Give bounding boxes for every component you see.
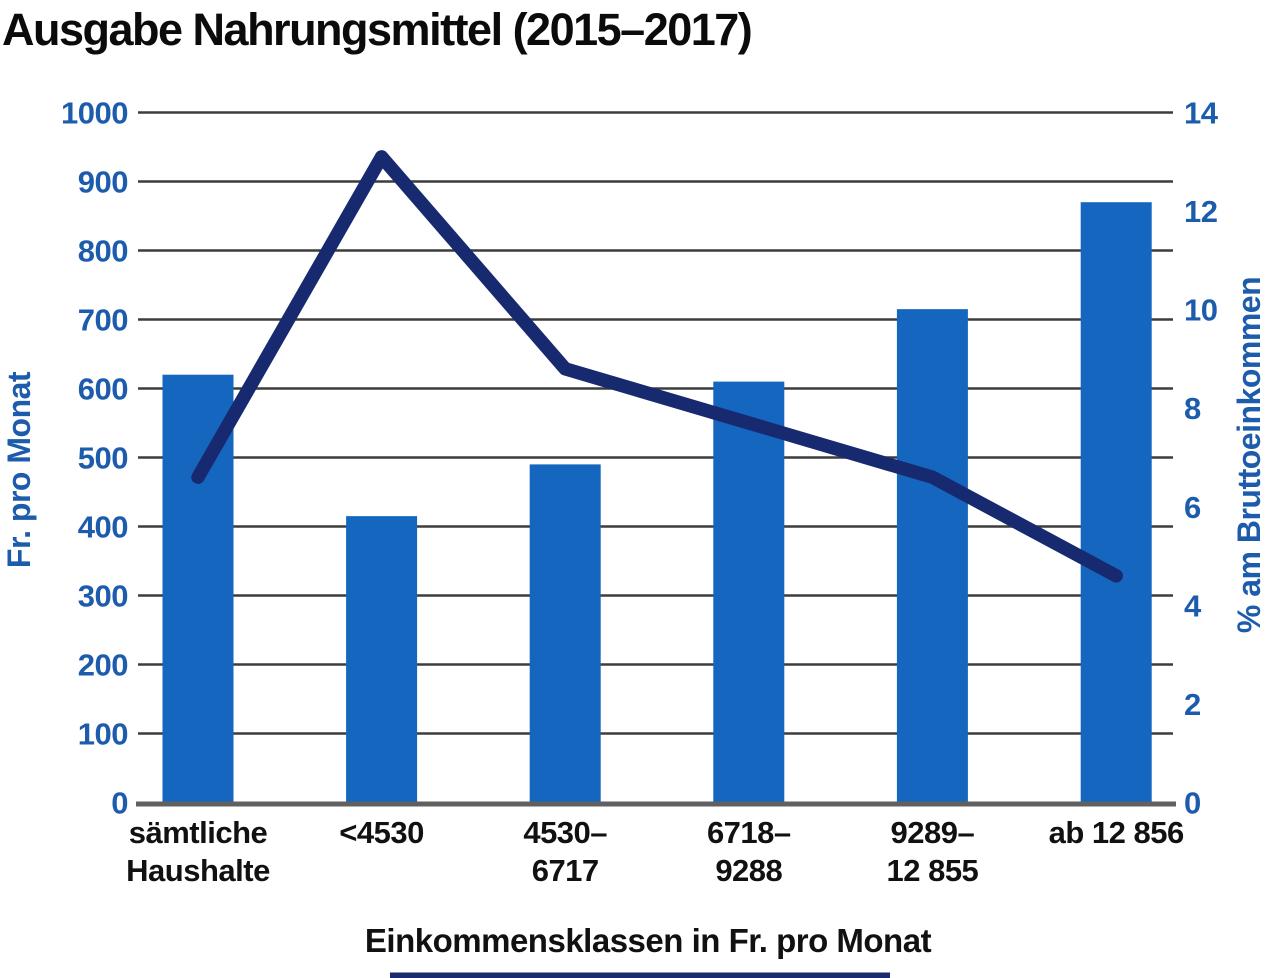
category-label: 6717 (532, 853, 599, 888)
right-tick-label: 6 (1184, 490, 1201, 525)
left-tick-label: 300 (78, 579, 128, 614)
right-tick-label: 10 (1184, 293, 1217, 328)
left-tick-label: 800 (78, 234, 128, 269)
left-tick-label: 900 (78, 165, 128, 200)
x-axis-title: Einkommensklassen in Fr. pro Monat (365, 922, 932, 959)
trend-line (191, 150, 1123, 583)
right-tick-label: 14 (1184, 96, 1219, 131)
category-label: 9289– (891, 815, 975, 850)
bar (713, 381, 785, 803)
right-tick-label: 2 (1184, 687, 1201, 722)
left-tick-label: 600 (78, 372, 128, 407)
category-label: 4530– (523, 815, 607, 850)
bar (346, 516, 418, 803)
bar (529, 464, 601, 803)
category-label: Haushalte (126, 853, 270, 888)
bar (1080, 202, 1152, 803)
right-tick-label: 0 (1184, 786, 1201, 821)
category-label: ab 12 856 (1049, 815, 1184, 850)
right-tick-label: 8 (1184, 391, 1201, 426)
bar (896, 309, 968, 803)
right-tick-label: 4 (1184, 588, 1202, 623)
category-label: sämtliche (129, 815, 268, 850)
category-label: 12 855 (886, 853, 978, 888)
category-label: <4530 (339, 815, 424, 850)
left-tick-label: 400 (78, 510, 128, 545)
left-tick-label: 500 (78, 441, 128, 476)
left-tick-label: 1000 (61, 96, 128, 131)
right-tick-label: 12 (1184, 194, 1217, 229)
left-tick-label: 100 (78, 717, 128, 752)
left-tick-label: 200 (78, 648, 128, 683)
bottom-accent-bar (390, 972, 890, 978)
left-axis-title: Fr. pro Monat (1, 371, 37, 568)
left-tick-label: 700 (78, 303, 128, 338)
category-label: 9288 (715, 853, 782, 888)
right-axis-title: % am Bruttoeinkommen (1231, 277, 1267, 633)
left-tick-label: 0 (111, 786, 128, 821)
chart-title: Ausgabe Nahrungsmittel (2015–2017) (2, 4, 753, 55)
category-label: 6718– (707, 815, 791, 850)
